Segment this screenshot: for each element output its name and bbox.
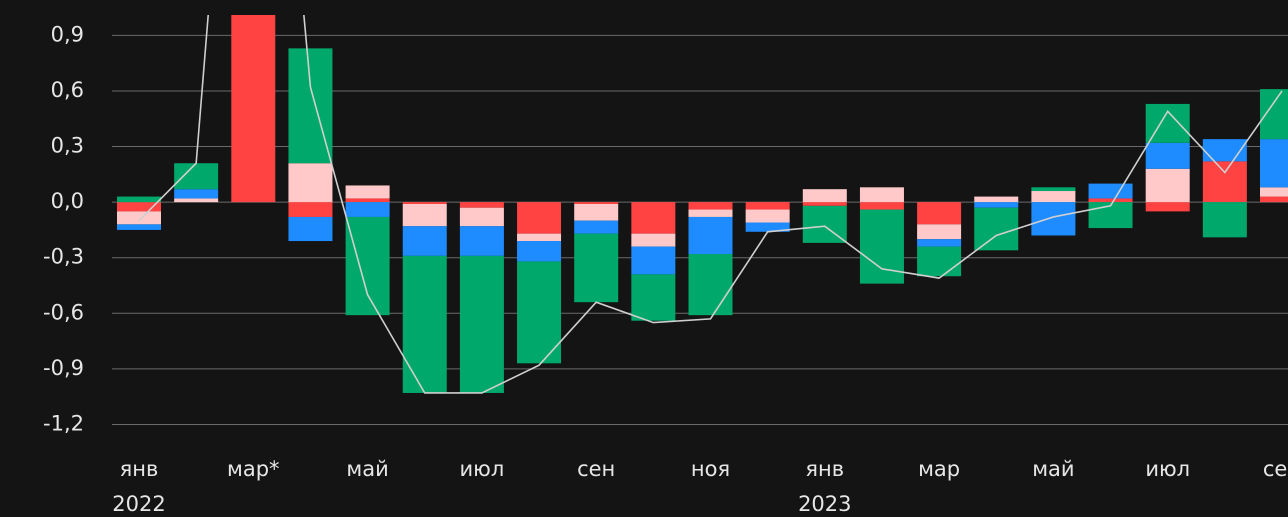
bar-segment — [1031, 202, 1076, 236]
bar-segment — [345, 216, 390, 316]
bar-segment — [517, 233, 562, 242]
bar-segment — [631, 246, 676, 275]
bar-segment — [1202, 202, 1247, 238]
bar-segment — [459, 255, 504, 393]
x-tick-label: мар* — [227, 457, 280, 481]
bar-segment — [745, 222, 790, 232]
y-tick-label: -1,2 — [43, 411, 84, 435]
bar-segment — [174, 163, 219, 190]
bar-segment — [1260, 139, 1288, 188]
bar-segment — [459, 207, 504, 227]
bar-segment — [574, 220, 619, 234]
y-tick-label: 0,6 — [51, 78, 84, 102]
bar-segment — [1088, 183, 1133, 199]
bar-segment — [288, 48, 333, 164]
x-tick-label: мар — [918, 457, 960, 481]
y-tick-label: 0,0 — [51, 189, 84, 213]
bar-segment — [974, 196, 1019, 203]
x-tick-label: май — [1032, 457, 1074, 481]
bar-segment — [745, 209, 790, 223]
year-label: 2023 — [798, 492, 851, 516]
bar-segment — [917, 246, 962, 277]
bar-segment — [974, 202, 1019, 208]
labels: 0,9 0,6 0,3 0,0 -0,3 -0,6 -0,9 -1,2 янв мар* май ию… — [43, 22, 1288, 516]
bar-segment — [917, 202, 962, 225]
bar-segment — [288, 202, 333, 217]
y-tick-label: -0,6 — [43, 300, 84, 324]
x-tick-label: июл — [1145, 457, 1190, 481]
bar-segment — [917, 224, 962, 240]
bar-segment — [174, 189, 219, 199]
bar-segment — [745, 202, 790, 210]
bar-segment — [345, 198, 390, 203]
bar-segment — [402, 255, 447, 393]
x-tick-label: ноя — [691, 457, 730, 481]
bar-segment — [688, 209, 733, 217]
x-tick-label: янв — [120, 457, 159, 481]
bar-segment — [974, 207, 1019, 251]
bar-segment — [859, 187, 904, 203]
bar-segment — [402, 203, 447, 227]
bar-segment — [802, 202, 847, 206]
y-tick-label: -0,3 — [43, 245, 84, 269]
x-tick-label: сен — [1263, 457, 1288, 481]
bar-segment — [574, 202, 619, 204]
x-tick-label: май — [346, 457, 388, 481]
x-tick-label: сен — [577, 457, 615, 481]
bar-segment — [517, 261, 562, 364]
bar-segment — [402, 226, 447, 256]
x-tick-label: янв — [805, 457, 844, 481]
y-tick-label: 0,9 — [51, 22, 84, 46]
bar-segment — [1260, 196, 1288, 203]
bar-segment — [288, 216, 333, 242]
x-tick-label: июл — [460, 457, 505, 481]
bar-segment — [631, 233, 676, 247]
bar-segment — [517, 241, 562, 262]
bar-segment — [859, 209, 904, 284]
bar-segment — [917, 239, 962, 247]
bar-segment — [288, 163, 333, 203]
bar-segment — [574, 203, 619, 221]
bar-segment — [631, 274, 676, 321]
bar-segment — [231, 15, 276, 203]
bar-segment — [117, 196, 161, 203]
bar-segment — [117, 224, 161, 230]
plot-area — [117, 15, 1288, 394]
bar-segment — [459, 226, 504, 256]
total-line — [138, 15, 1283, 394]
bar-segment — [1202, 161, 1247, 203]
bar-segment — [1145, 202, 1190, 212]
y-tick-label: -0,9 — [43, 356, 84, 380]
bar-segment — [574, 233, 619, 303]
bar-segment — [345, 202, 390, 217]
bar-segment — [117, 211, 161, 225]
year-label: 2022 — [112, 492, 165, 516]
bar-segment — [1031, 191, 1076, 203]
bar-segment — [459, 202, 504, 208]
bar-segment — [688, 202, 733, 210]
bar-segment — [1260, 89, 1288, 140]
bar-segment — [688, 254, 733, 316]
bar-segment — [402, 202, 447, 204]
bar-segment — [1088, 198, 1133, 203]
y-tick-label: 0,3 — [51, 134, 84, 158]
bar-segment — [802, 189, 847, 203]
bar-segment — [688, 216, 733, 255]
bar-segment — [174, 198, 219, 203]
bar-segment — [1031, 187, 1076, 192]
bar-segment — [1145, 168, 1190, 203]
bar-segment — [859, 202, 904, 210]
bar-segment — [1145, 142, 1190, 169]
bar-segment — [345, 185, 390, 199]
bar-segment — [1260, 187, 1288, 197]
bar-segment — [517, 202, 562, 234]
bar-segment — [631, 202, 676, 234]
bar-segment — [117, 202, 161, 212]
